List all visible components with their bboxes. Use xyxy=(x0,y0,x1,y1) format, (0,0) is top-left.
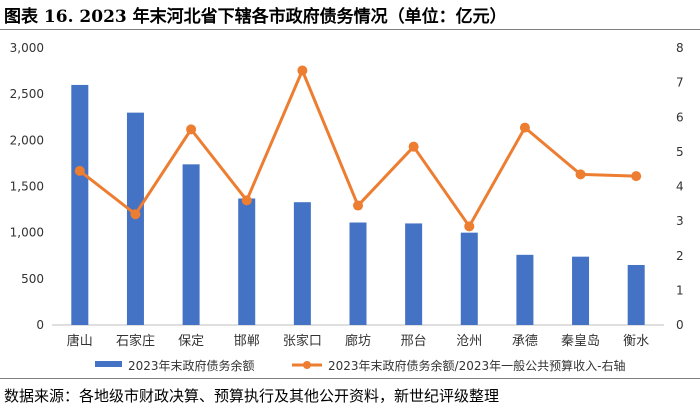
left-axis-tick-label: 0 xyxy=(36,318,44,332)
category-label: 保定 xyxy=(178,334,204,349)
line-point xyxy=(408,141,419,152)
title-divider xyxy=(0,29,700,30)
line-point xyxy=(297,65,308,76)
legend-line-marker xyxy=(303,361,311,369)
bar xyxy=(349,222,367,325)
left-axis-ticks: 0 500 1,000 1,500 2,000 2,500 3,000 xyxy=(10,41,44,332)
category-label: 秦皇岛 xyxy=(561,333,600,349)
category-label: 邯郸 xyxy=(234,334,260,349)
bar xyxy=(572,256,590,325)
line-point xyxy=(74,165,85,176)
source-note: 数据来源：各地级市财政决算、预算执行及其他公开资料，新世纪评级整理 xyxy=(4,387,500,405)
left-axis-tick-label: 1,000 xyxy=(10,226,44,240)
line-point xyxy=(464,221,475,232)
legend-bar-swatch xyxy=(95,361,122,367)
line-point xyxy=(631,171,642,182)
line-point xyxy=(353,200,363,211)
category-label: 张家口 xyxy=(283,333,322,349)
left-axis-tick-label: 2,500 xyxy=(10,87,44,101)
right-axis-tick-label: 8 xyxy=(676,41,684,55)
category-labels: 唐山 石家庄 保定 邯郸 张家口 廊坊 邢台 沧州 承德 秦皇岛 衡水 xyxy=(67,333,649,349)
bar xyxy=(516,254,534,325)
legend-line-label: 2023年末政府债务余额/2023年一般公共预算收入-右轴 xyxy=(328,358,625,373)
left-axis-tick-label: 2,000 xyxy=(10,133,44,147)
figure-title: 图表 16. 2023 年末河北省下辖各市政府债务情况（单位：亿元） xyxy=(4,7,507,27)
bar xyxy=(293,202,311,325)
line-point xyxy=(241,195,252,206)
source-divider xyxy=(0,378,700,379)
line-point xyxy=(575,169,586,180)
bar xyxy=(460,232,478,325)
right-axis-tick-label: 6 xyxy=(676,110,684,124)
legend: 2023年末政府债务余额 2023年末政府债务余额/2023年一般公共预算收入-右… xyxy=(95,358,625,373)
line-point xyxy=(130,209,141,220)
right-axis-tick-label: 2 xyxy=(676,249,684,263)
bar xyxy=(238,198,256,325)
line-point xyxy=(186,124,197,135)
category-label: 廊坊 xyxy=(345,333,371,349)
category-label: 石家庄 xyxy=(116,333,155,349)
bar xyxy=(71,84,89,325)
right-axis-tick-label: 7 xyxy=(676,76,684,90)
category-label: 衡水 xyxy=(623,334,649,349)
left-axis-tick-label: 3,000 xyxy=(10,41,44,55)
category-label: 邢台 xyxy=(401,334,427,349)
category-label: 承德 xyxy=(512,334,538,349)
right-axis-ticks: 0 1 2 3 4 5 6 7 8 xyxy=(676,41,684,332)
left-axis-tick-label: 500 xyxy=(21,272,44,286)
right-axis-tick-label: 1 xyxy=(676,283,684,297)
right-axis-tick-label: 0 xyxy=(676,318,684,332)
right-axis-tick-label: 4 xyxy=(676,180,684,194)
bar xyxy=(405,223,423,325)
left-axis-tick-label: 1,500 xyxy=(10,180,44,194)
line-series xyxy=(74,65,642,232)
category-label: 唐山 xyxy=(67,333,93,349)
line-point xyxy=(519,122,530,133)
category-label: 沧州 xyxy=(456,333,482,349)
bar xyxy=(627,264,645,325)
legend-bar-label: 2023年末政府债务余额 xyxy=(128,358,255,373)
bar xyxy=(182,164,200,325)
right-axis-tick-label: 3 xyxy=(676,214,684,228)
bar-series xyxy=(71,84,645,325)
right-axis-tick-label: 5 xyxy=(676,145,684,159)
